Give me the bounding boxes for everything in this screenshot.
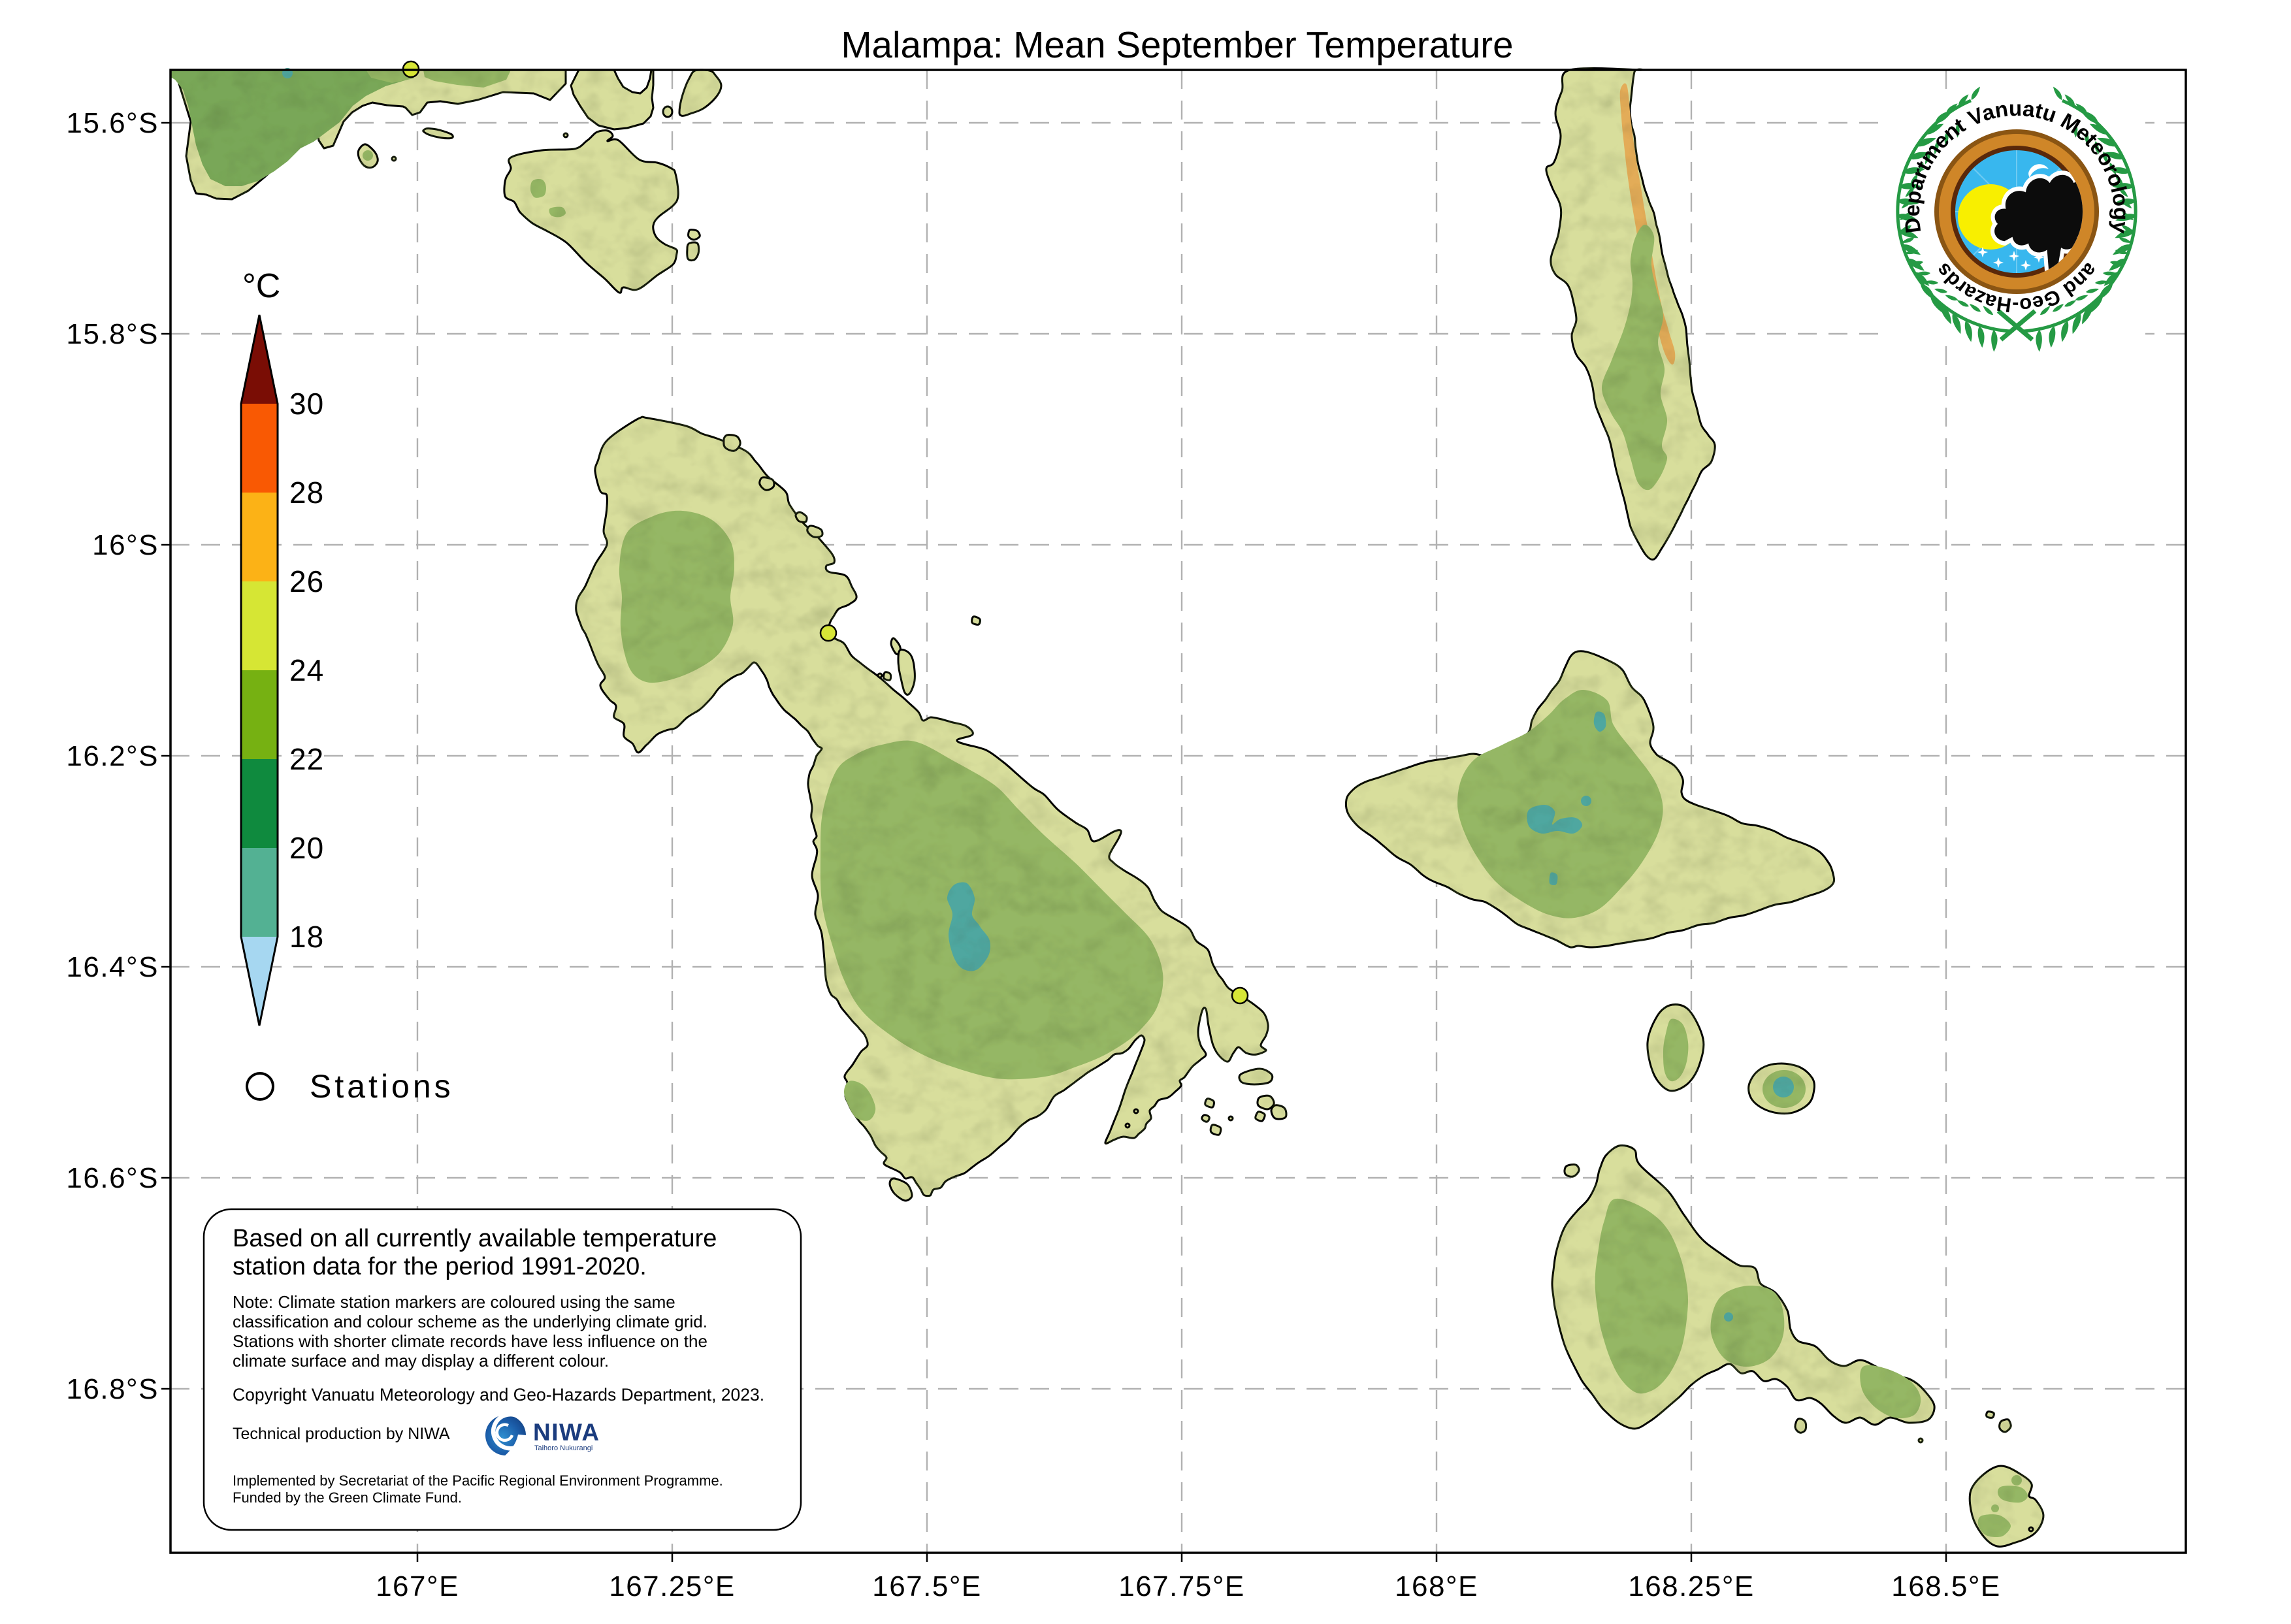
svg-text:168.5°E: 168.5°E <box>1891 1570 2001 1602</box>
svg-text:Technical production by NIWA: Technical production by NIWA <box>233 1425 450 1443</box>
svg-text:30: 30 <box>289 387 324 421</box>
svg-text:Stations with shorter climate: Stations with shorter climate records ha… <box>233 1331 707 1351</box>
svg-text:16.2°S: 16.2°S <box>66 740 159 772</box>
svg-text:16.4°S: 16.4°S <box>66 951 159 983</box>
svg-text:15.8°S: 15.8°S <box>66 318 159 350</box>
svg-text:16°S: 16°S <box>92 529 159 561</box>
svg-text:167.25°E: 167.25°E <box>609 1570 736 1602</box>
svg-text:22: 22 <box>289 742 324 776</box>
svg-text:Based on all currently availab: Based on all currently available tempera… <box>233 1225 717 1252</box>
svg-text:16.6°S: 16.6°S <box>66 1162 159 1194</box>
svg-text:15.6°S: 15.6°S <box>66 107 159 139</box>
svg-text:Copyright Vanuatu Meteorology: Copyright Vanuatu Meteorology and Geo-Ha… <box>233 1385 764 1405</box>
svg-text:NIWA: NIWA <box>533 1419 600 1446</box>
svg-text:station data for the period 19: station data for the period 1991-2020. <box>233 1253 647 1280</box>
svg-text:Funded by the Green Climate Fu: Funded by the Green Climate Fund. <box>233 1489 462 1506</box>
svg-text:16.8°S: 16.8°S <box>66 1373 159 1405</box>
svg-text:Stations: Stations <box>310 1068 454 1105</box>
svg-text:24: 24 <box>289 653 324 687</box>
svg-text:Malampa: Mean September Temper: Malampa: Mean September Temperature <box>841 24 1513 65</box>
svg-text:classification and colour sche: classification and colour scheme as the … <box>233 1312 707 1331</box>
svg-text:167.5°E: 167.5°E <box>872 1570 982 1602</box>
svg-text:°C: °C <box>242 267 280 305</box>
svg-text:18: 18 <box>289 920 324 954</box>
svg-text:28: 28 <box>289 476 324 510</box>
svg-text:Implemented by Secretariat of: Implemented by Secretariat of the Pacifi… <box>233 1472 723 1489</box>
svg-text:167.75°E: 167.75°E <box>1118 1570 1245 1602</box>
svg-text:26: 26 <box>289 564 324 598</box>
svg-text:168.25°E: 168.25°E <box>1628 1570 1755 1602</box>
svg-text:Taihoro Nukurangi: Taihoro Nukurangi <box>534 1444 593 1452</box>
svg-text:20: 20 <box>289 831 324 865</box>
svg-text:Note: Climate station markers: Note: Climate station markers are colour… <box>233 1292 675 1312</box>
svg-text:climate surface and may displa: climate surface and may display a differ… <box>233 1351 609 1371</box>
svg-text:168°E: 168°E <box>1395 1570 1478 1602</box>
svg-text:167°E: 167°E <box>376 1570 459 1602</box>
